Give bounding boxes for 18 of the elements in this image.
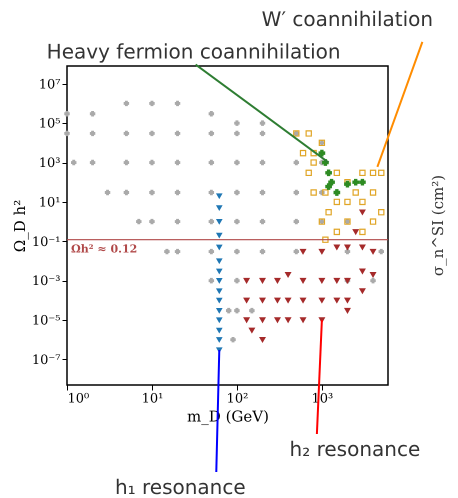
- y-tick-label: 10³: [38, 156, 60, 172]
- y-tick-label: 10¹: [38, 195, 60, 210]
- x-tick-label: 10⁰: [68, 392, 90, 406]
- annotation: W′ coannihilation: [262, 6, 434, 31]
- y-tick-label: 10⁻³: [32, 274, 60, 290]
- y-tick-label: 10⁷: [38, 77, 60, 92]
- x-tick-label: 10²: [226, 392, 248, 406]
- annotation: h₂ resonance: [290, 437, 420, 462]
- y2-axis-title: σ_n^SI (cm²): [429, 174, 447, 276]
- annotation: Heavy fermion coannihilation: [46, 40, 341, 64]
- y-tick-label: 10⁻¹: [32, 234, 60, 250]
- x-tick-label: 10¹: [142, 392, 164, 406]
- annotation: h₁ resonance: [114, 474, 246, 498]
- y-tick-label: 10⁻⁷: [32, 352, 60, 368]
- y-axis-title: Ω_D h²: [10, 200, 29, 252]
- ref-line-label: Ωh² ≈ 0.12: [71, 242, 138, 256]
- y-tick-label: 10⁵: [38, 116, 60, 132]
- y-tick-label: 10⁻⁵: [32, 314, 60, 329]
